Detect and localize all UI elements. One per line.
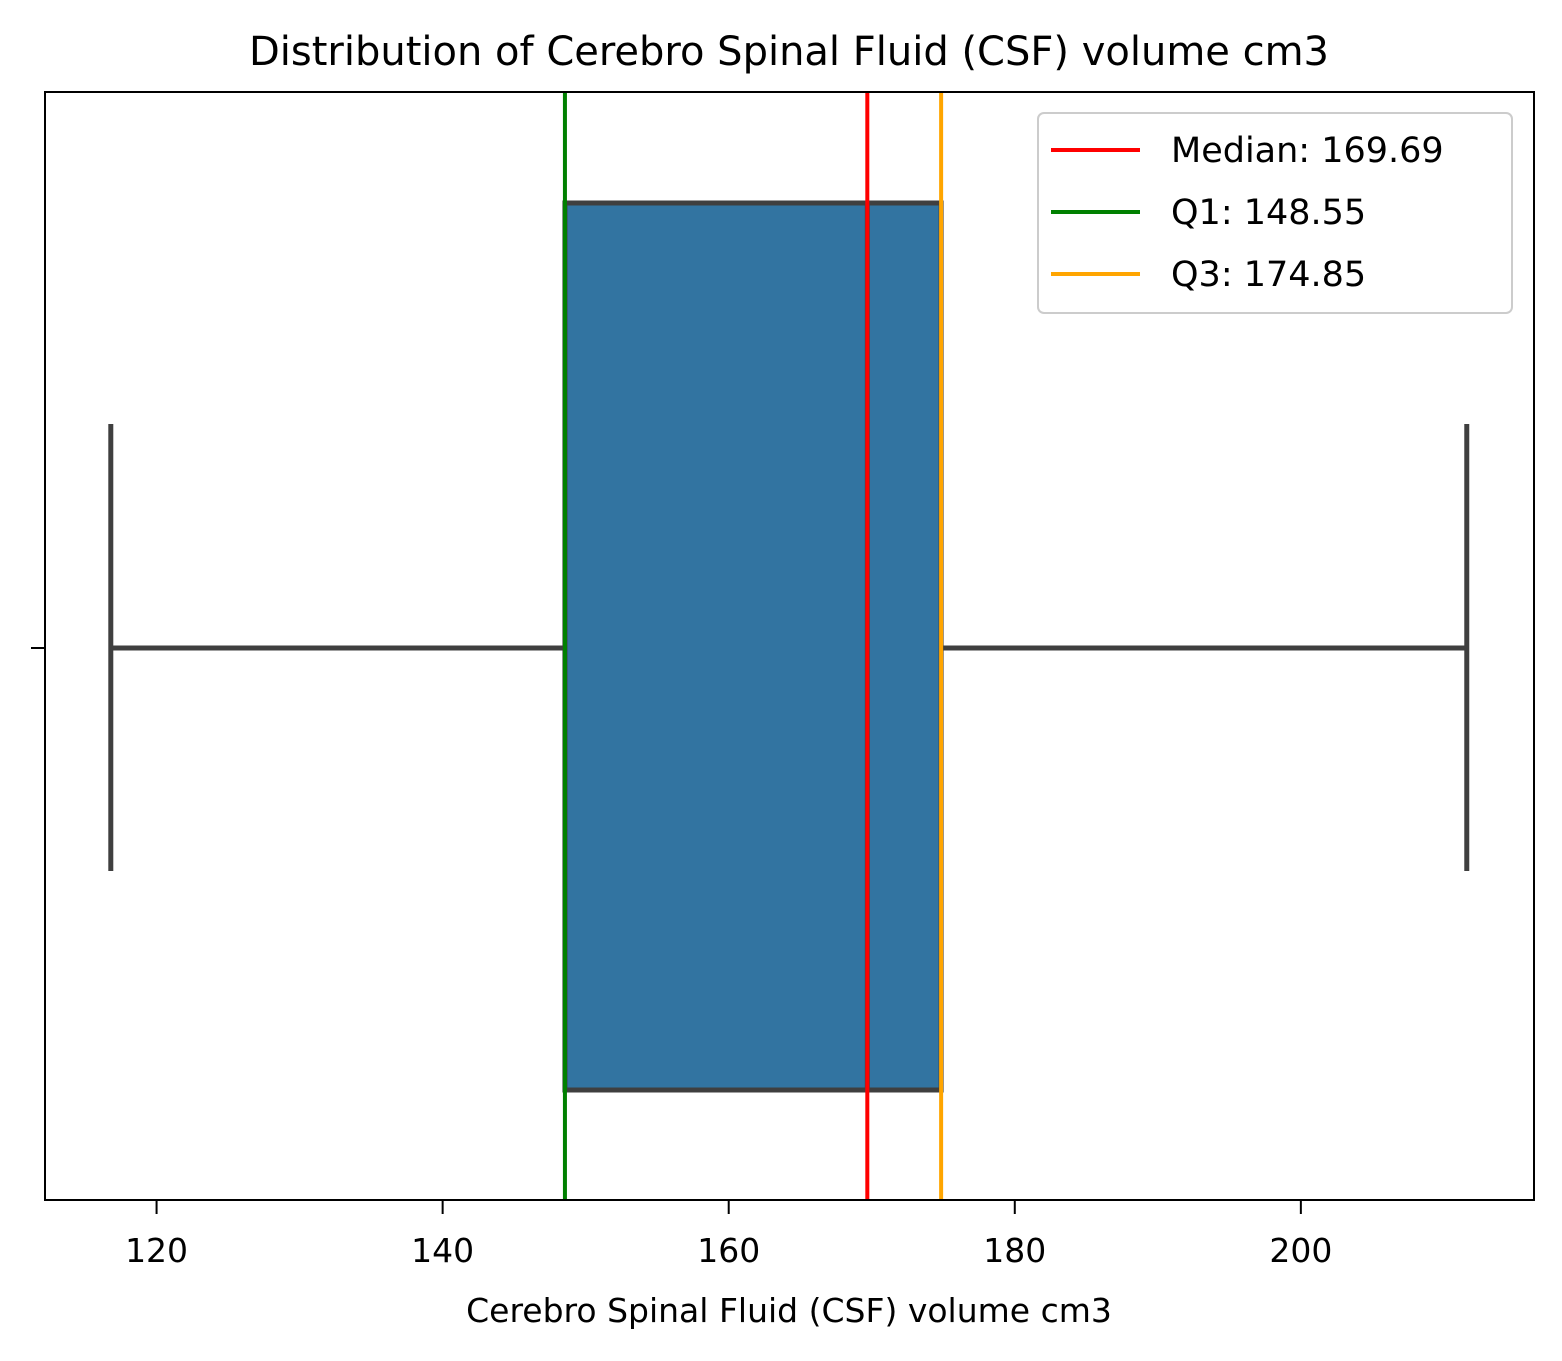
legend-label-0: Median: 169.69 — [1171, 131, 1444, 171]
legend-label-2: Q3: 174.85 — [1171, 255, 1366, 295]
x-tick-label-4: 200 — [1269, 1231, 1332, 1270]
x-tick-label-3: 180 — [983, 1231, 1046, 1270]
x-axis: 120 140 160 180 200 — [125, 1200, 1332, 1270]
legend-frame — [1037, 112, 1513, 314]
x-tick-label-2: 160 — [697, 1231, 760, 1270]
chart-title: Distribution of Cerebro Spinal Fluid (CS… — [249, 29, 1329, 75]
plot-frame — [44, 91, 1535, 1201]
legend: Median: 169.69 Q1: 148.55 Q3: 174.85 — [1037, 112, 1513, 314]
reference-lines — [562, 92, 944, 1200]
legend-label-1: Q1: 148.55 — [1171, 193, 1366, 233]
x-tick-label-1: 140 — [411, 1231, 474, 1270]
box-layer — [108, 200, 1470, 1093]
x-tick-label-0: 120 — [125, 1231, 188, 1270]
plot-area — [44, 91, 1535, 1201]
iqr-box — [562, 200, 944, 1093]
x-axis-label: Cerebro Spinal Fluid (CSF) volume cm3 — [466, 1291, 1112, 1330]
